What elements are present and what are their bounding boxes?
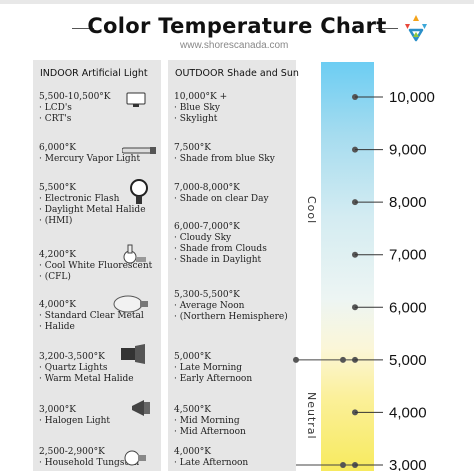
indoor-light-source: Standard Clear Metal [39,311,144,322]
quartz-light-icon [121,344,145,364]
page-title: Color Temperature Chart [87,14,387,38]
outdoor-group: 6,000-7,000°KCloudy SkyShade from Clouds… [174,222,267,266]
indoor-light-source: Quartz Lights [39,363,134,374]
outdoor-light-source: Cloudy Sky [174,233,267,244]
indoor-group: 3,200-3,500°KQuartz LightsWarm Metal Hal… [39,352,134,385]
indoor-light-source: Electronic Flash [39,194,146,205]
indoor-light-source: CRT's [39,114,111,125]
outdoor-heading: OUTDOOR Shade and Sun [175,68,299,79]
indoor-group: 2,500-2,900°KHousehold Tungsten [39,447,139,469]
top-bar [0,0,474,4]
title-rule-left [72,28,94,29]
indoor-group: 6,000°KMercury Vapor Light [39,143,140,165]
outdoor-light-source: Shade on clear Day [174,194,269,205]
outdoor-group: 10,000°K +Blue SkySkylight [174,92,227,125]
indoor-kelvin-range: 2,500-2,900°K [39,447,105,457]
outdoor-group: 4,000°KLate Afternoon [174,447,248,469]
flash-lamp-icon [130,179,148,204]
indoor-light-source: Warm Metal Halide [39,374,134,385]
indoor-group: 3,000°KHalogen Light [39,405,110,427]
outdoor-light-source: Late Morning [174,363,252,374]
tungsten-bulb-icon [124,450,146,466]
outdoor-kelvin-range: 7,500°K [174,143,211,153]
outdoor-light-source: Skylight [174,114,227,125]
monitor-icon [126,92,146,107]
outdoor-light-source: Average Noon [174,301,288,312]
outdoor-kelvin-range: 7,000-8,000°K [174,183,240,193]
indoor-kelvin-range: 5,500-10,500°K [39,92,111,102]
scale-label: 7,000 [389,247,427,264]
outdoor-group: 5,300-5,500°KAverage Noon(Northern Hemis… [174,290,288,323]
halogen-icon [132,400,150,416]
scale-label: 4,000 [389,404,427,421]
outdoor-light-source: Blue Sky [174,103,227,114]
scale-label: 3,000 [389,457,427,471]
separator-dot [340,462,346,468]
outdoor-kelvin-range: 4,500°K [174,405,211,415]
cfl-bulb-icon [123,244,146,264]
indoor-light-source: Daylight Metal Halide [39,205,146,216]
outdoor-group: 7,500°KShade from blue Sky [174,143,275,165]
indoor-light-source: (CFL) [39,272,152,283]
source-url: www.shorescanada.com [180,40,289,51]
outdoor-light-source: Shade in Daylight [174,255,267,266]
outdoor-light-source: Shade from Clouds [174,244,267,255]
outdoor-kelvin-range: 4,000°K [174,447,211,457]
outdoor-kelvin-range: 5,300-5,500°K [174,290,240,300]
indoor-kelvin-range: 3,000°K [39,405,76,415]
outdoor-kelvin-range: 6,000-7,000°K [174,222,240,232]
outdoor-light-source: Late Afternoon [174,458,249,469]
indoor-kelvin-range: 4,000°K [39,300,76,310]
outdoor-group: 7,000-8,000°KShade on clear Day [174,183,269,205]
scale-label: 8,000 [389,194,427,211]
outdoor-kelvin-range: 10,000°K + [174,92,228,102]
scale-label: 9,000 [389,142,427,159]
indoor-light-source: Halogen Light [39,416,110,427]
scale-label: 6,000 [389,299,427,316]
temperature-gradient-bar [321,62,374,471]
outdoor-light-source: Shade from blue Sky [174,154,275,165]
metal-halide-bulb-icon [113,295,148,313]
separator-dot [293,356,299,363]
outdoor-light-source: Early Afternoon [174,374,252,385]
scale-label: 10,000 [389,89,435,106]
neutral-region-label: Neutral [305,392,318,440]
indoor-light-source: Cool White Fluorescent [39,261,153,272]
separator-dot [340,356,346,363]
outdoor-light-source: (Northern Hemisphere) [174,312,288,323]
indoor-group: 4,200°KCool White Fluorescent(CFL) [39,250,152,283]
indoor-kelvin-range: 3,200-3,500°K [39,352,105,362]
cool-region-label: Cool [305,196,318,225]
scale-label: 5,000 [389,352,427,369]
indoor-kelvin-range: 5,500°K [39,183,76,193]
outdoor-light-source: Mid Afternoon [174,427,246,438]
outdoor-group: 5,000°KLate MorningEarly Afternoon [174,352,252,385]
indoor-light-source: Mercury Vapor Light [39,154,140,165]
outdoor-light-source: Mid Morning [174,416,246,427]
indoor-light-source: Halide [39,322,144,333]
outdoor-panel: OUTDOOR Shade and Sun 10,000°K +Blue Sky… [168,60,299,471]
tube-lamp-icon [122,147,156,154]
indoor-light-source: (HMI) [39,216,146,227]
outdoor-group: 4,500°KMid MorningMid Afternoon [174,405,246,438]
triangle-logo-icon [405,15,427,42]
indoor-light-source: Household Tungsten [39,458,139,469]
indoor-light-source: LCD's [39,103,111,114]
indoor-group: 5,500-10,500°KLCD'sCRT's [39,92,111,125]
indoor-group: 5,500°KElectronic FlashDaylight Metal Ha… [39,183,146,227]
indoor-heading: INDOOR Artificial Light [40,68,148,79]
indoor-kelvin-range: 6,000°K [39,143,76,153]
indoor-kelvin-range: 4,200°K [39,250,76,260]
outdoor-kelvin-range: 5,000°K [174,352,211,362]
title-rule-right [376,28,398,29]
